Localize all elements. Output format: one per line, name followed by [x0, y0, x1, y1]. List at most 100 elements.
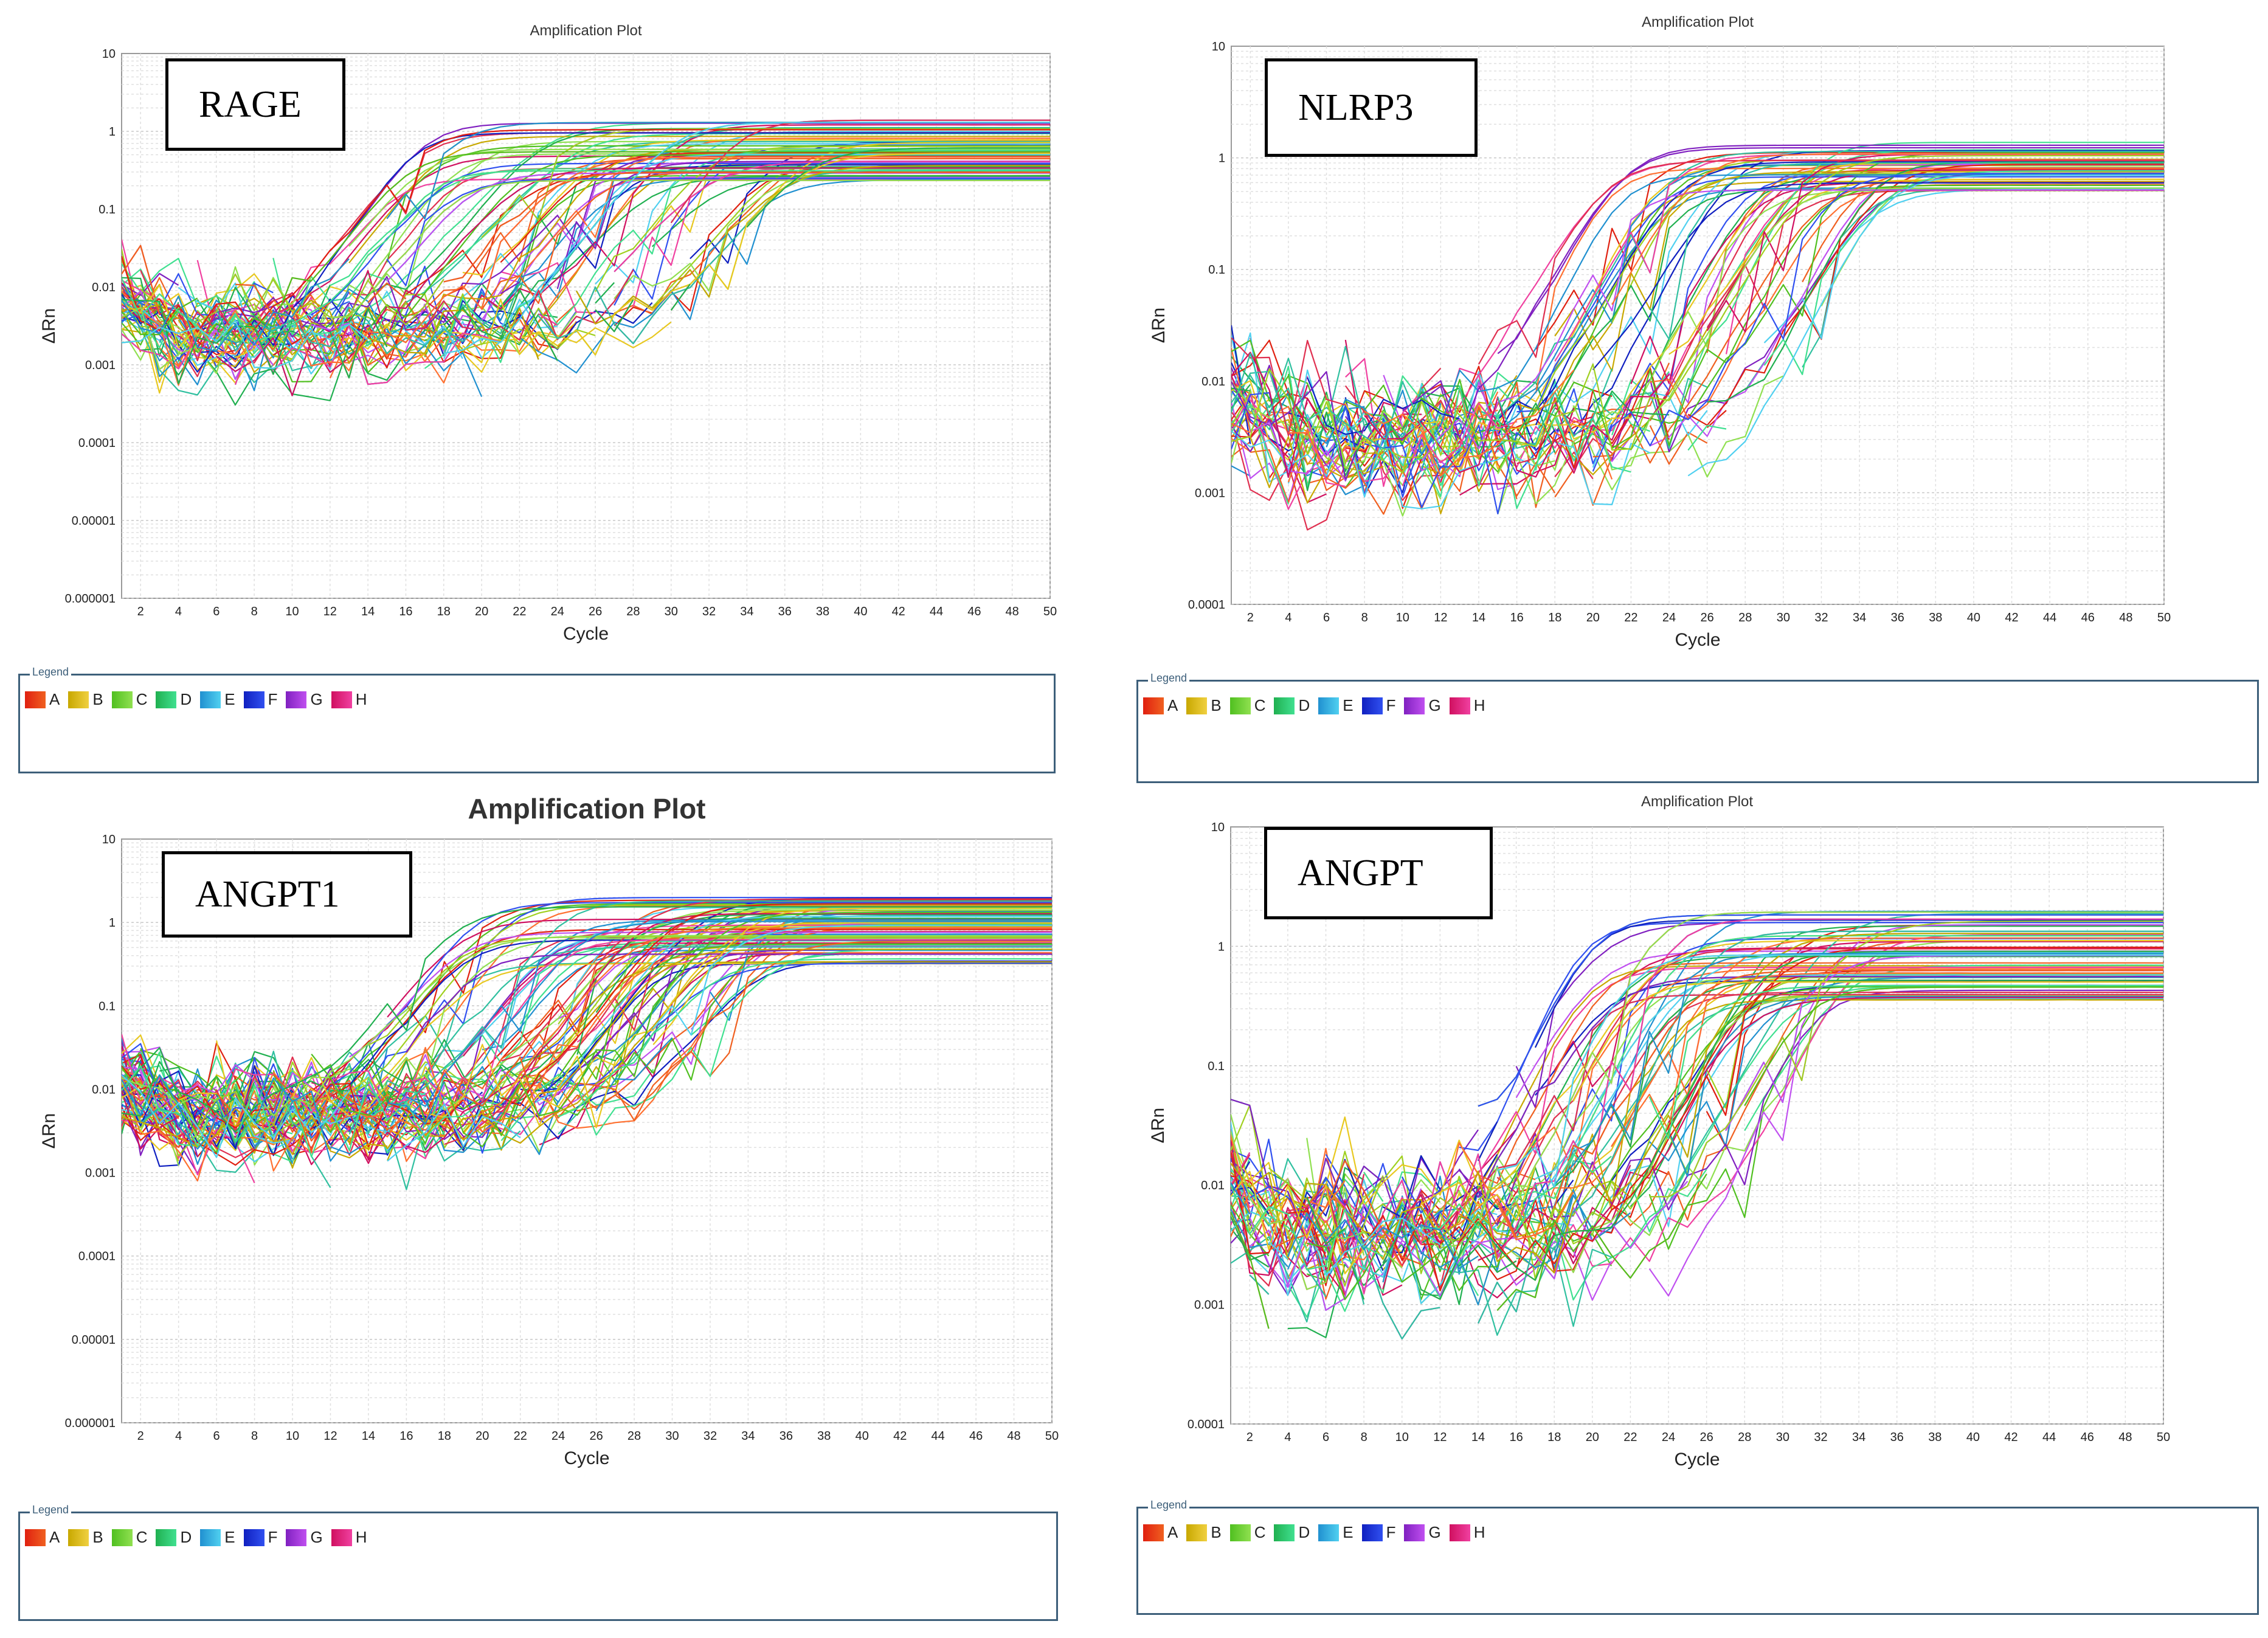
x-tick-label: 12	[1434, 611, 1447, 624]
legend-swatch-b	[1186, 697, 1208, 714]
amplification-curve	[122, 941, 1052, 1152]
x-tick-label: 10	[1395, 1431, 1409, 1444]
x-axis-label: Cycle	[1674, 1450, 1720, 1470]
legend-label: F	[268, 1528, 278, 1546]
legend-label: A	[1167, 696, 1178, 714]
amplification-curve	[1231, 980, 2163, 1300]
amplification-curve	[1231, 984, 2163, 1271]
legend-swatch-c	[111, 691, 133, 708]
x-tick-label: 16	[399, 1429, 413, 1443]
amplification-curve	[122, 902, 1052, 1125]
x-tick-label: 36	[1891, 611, 1904, 624]
amplification-curve	[1231, 187, 2164, 474]
legend-swatch-g	[1404, 1524, 1425, 1541]
x-tick-label: 14	[361, 605, 375, 618]
x-tick-label: 6	[213, 1429, 220, 1443]
legend-item-f: F	[243, 1528, 278, 1547]
x-tick-label: 14	[1471, 1431, 1485, 1444]
amplification-curve	[1231, 918, 2163, 1294]
x-tick-label: 28	[1738, 611, 1752, 624]
legend-label: B	[92, 1528, 103, 1546]
legend-swatch-h	[1449, 697, 1470, 714]
legend-item-c: C	[1229, 1523, 1266, 1542]
amplification-curve	[122, 924, 1052, 1162]
x-tick-label: 2	[1247, 611, 1254, 624]
x-tick-label: 22	[514, 1429, 527, 1443]
x-tick-label: 42	[2004, 1431, 2017, 1444]
legend-item-h: H	[1449, 1523, 1485, 1542]
x-tick-label: 10	[286, 1429, 299, 1443]
legend-label: D	[1298, 1523, 1310, 1541]
chart-nlrp3: Amplification Plot 0.0001 0.001 0.01 0.1 1 10 2…	[1149, 14, 2171, 650]
legend-item-f: F	[1361, 696, 1395, 715]
legend-label: D	[1298, 696, 1310, 714]
amplification-curve	[122, 912, 1052, 1169]
y-tick-label: 0.000001	[65, 592, 116, 606]
legend-swatch-g	[286, 1529, 307, 1546]
legend-label: A	[1167, 1523, 1178, 1541]
amplification-curve	[1231, 981, 2163, 1274]
legend-label: C	[1254, 1523, 1266, 1541]
x-tick-label: 2	[1246, 1431, 1253, 1444]
legend-item-h: H	[331, 1528, 367, 1547]
x-tick-label: 48	[2118, 1431, 2132, 1444]
x-tick-label: 36	[780, 1429, 793, 1443]
x-tick-label: 10	[285, 605, 299, 618]
amplification-curve	[122, 171, 1050, 320]
x-tick-label: 38	[817, 1429, 831, 1443]
x-tick-label: 46	[2081, 1431, 2094, 1444]
x-tick-label: 28	[1738, 1431, 1751, 1444]
legend-swatch-b	[1186, 1524, 1208, 1541]
y-tick-label: 0.0001	[78, 437, 116, 450]
x-tick-label: 2	[137, 1429, 144, 1443]
x-tick-label: 36	[778, 605, 792, 618]
x-tick-label: 26	[1700, 1431, 1713, 1444]
amplification-curve	[122, 906, 1052, 1133]
gridlines	[122, 839, 1053, 1423]
legend-label: G	[310, 1528, 323, 1546]
x-axis-label: Cycle	[564, 1448, 609, 1468]
x-tick-label: 24	[551, 605, 564, 618]
legend-label: B	[1211, 696, 1222, 714]
x-tick-label: 32	[1814, 611, 1828, 624]
legend-swatch-h	[331, 1529, 352, 1546]
x-tick-label: 10	[1396, 611, 1409, 624]
legend-label: A	[49, 690, 60, 708]
legend-item-c: C	[111, 690, 147, 709]
legend-label: H	[355, 1528, 367, 1546]
amplification-curve	[122, 917, 1052, 1125]
amplification-curve	[122, 935, 1052, 1116]
x-tick-label: 22	[1624, 611, 1637, 624]
legend-label: H	[1473, 1523, 1485, 1541]
legend-label: E	[224, 690, 235, 708]
chart-panel-rage: Amplification Plot 0.000001 0.00001 0.0001 0…	[0, 0, 1134, 784]
legend-item-g: G	[1404, 696, 1441, 715]
amplification-curves	[1231, 142, 2164, 531]
x-tick-label: 26	[589, 605, 602, 618]
y-tick-label: 0.0001	[78, 1250, 116, 1263]
x-tick-label: 18	[1547, 1431, 1561, 1444]
legend-item-b: B	[68, 690, 103, 709]
legend-swatch-a	[25, 691, 46, 708]
legend-label: B	[92, 690, 103, 708]
y-tick-label: 0.00001	[72, 1333, 116, 1347]
x-tick-label: 36	[1890, 1431, 1904, 1444]
legend-label: H	[1473, 696, 1485, 714]
amplification-curve	[122, 927, 1052, 1182]
amplification-curve	[1268, 954, 2163, 1277]
x-tick-label: 34	[1853, 611, 1866, 624]
x-tick-label: 14	[362, 1429, 375, 1443]
x-tick-label: 8	[251, 605, 258, 618]
legend-swatch-c	[111, 1529, 133, 1546]
y-tick-label: 0.0001	[1188, 598, 1225, 612]
x-axis-label: Cycle	[1675, 630, 1720, 650]
amplification-curve	[1231, 933, 2163, 1274]
amplification-curve	[1231, 163, 2164, 500]
x-tick-label: 16	[1510, 611, 1523, 624]
x-tick-label: 18	[1548, 611, 1561, 624]
x-tick-label: 32	[702, 605, 716, 618]
amplification-curve	[1231, 151, 2164, 479]
legend-items: A B C D E F G H	[25, 1528, 367, 1547]
legend-label: F	[268, 690, 278, 708]
amplification-curve	[122, 958, 1052, 1158]
